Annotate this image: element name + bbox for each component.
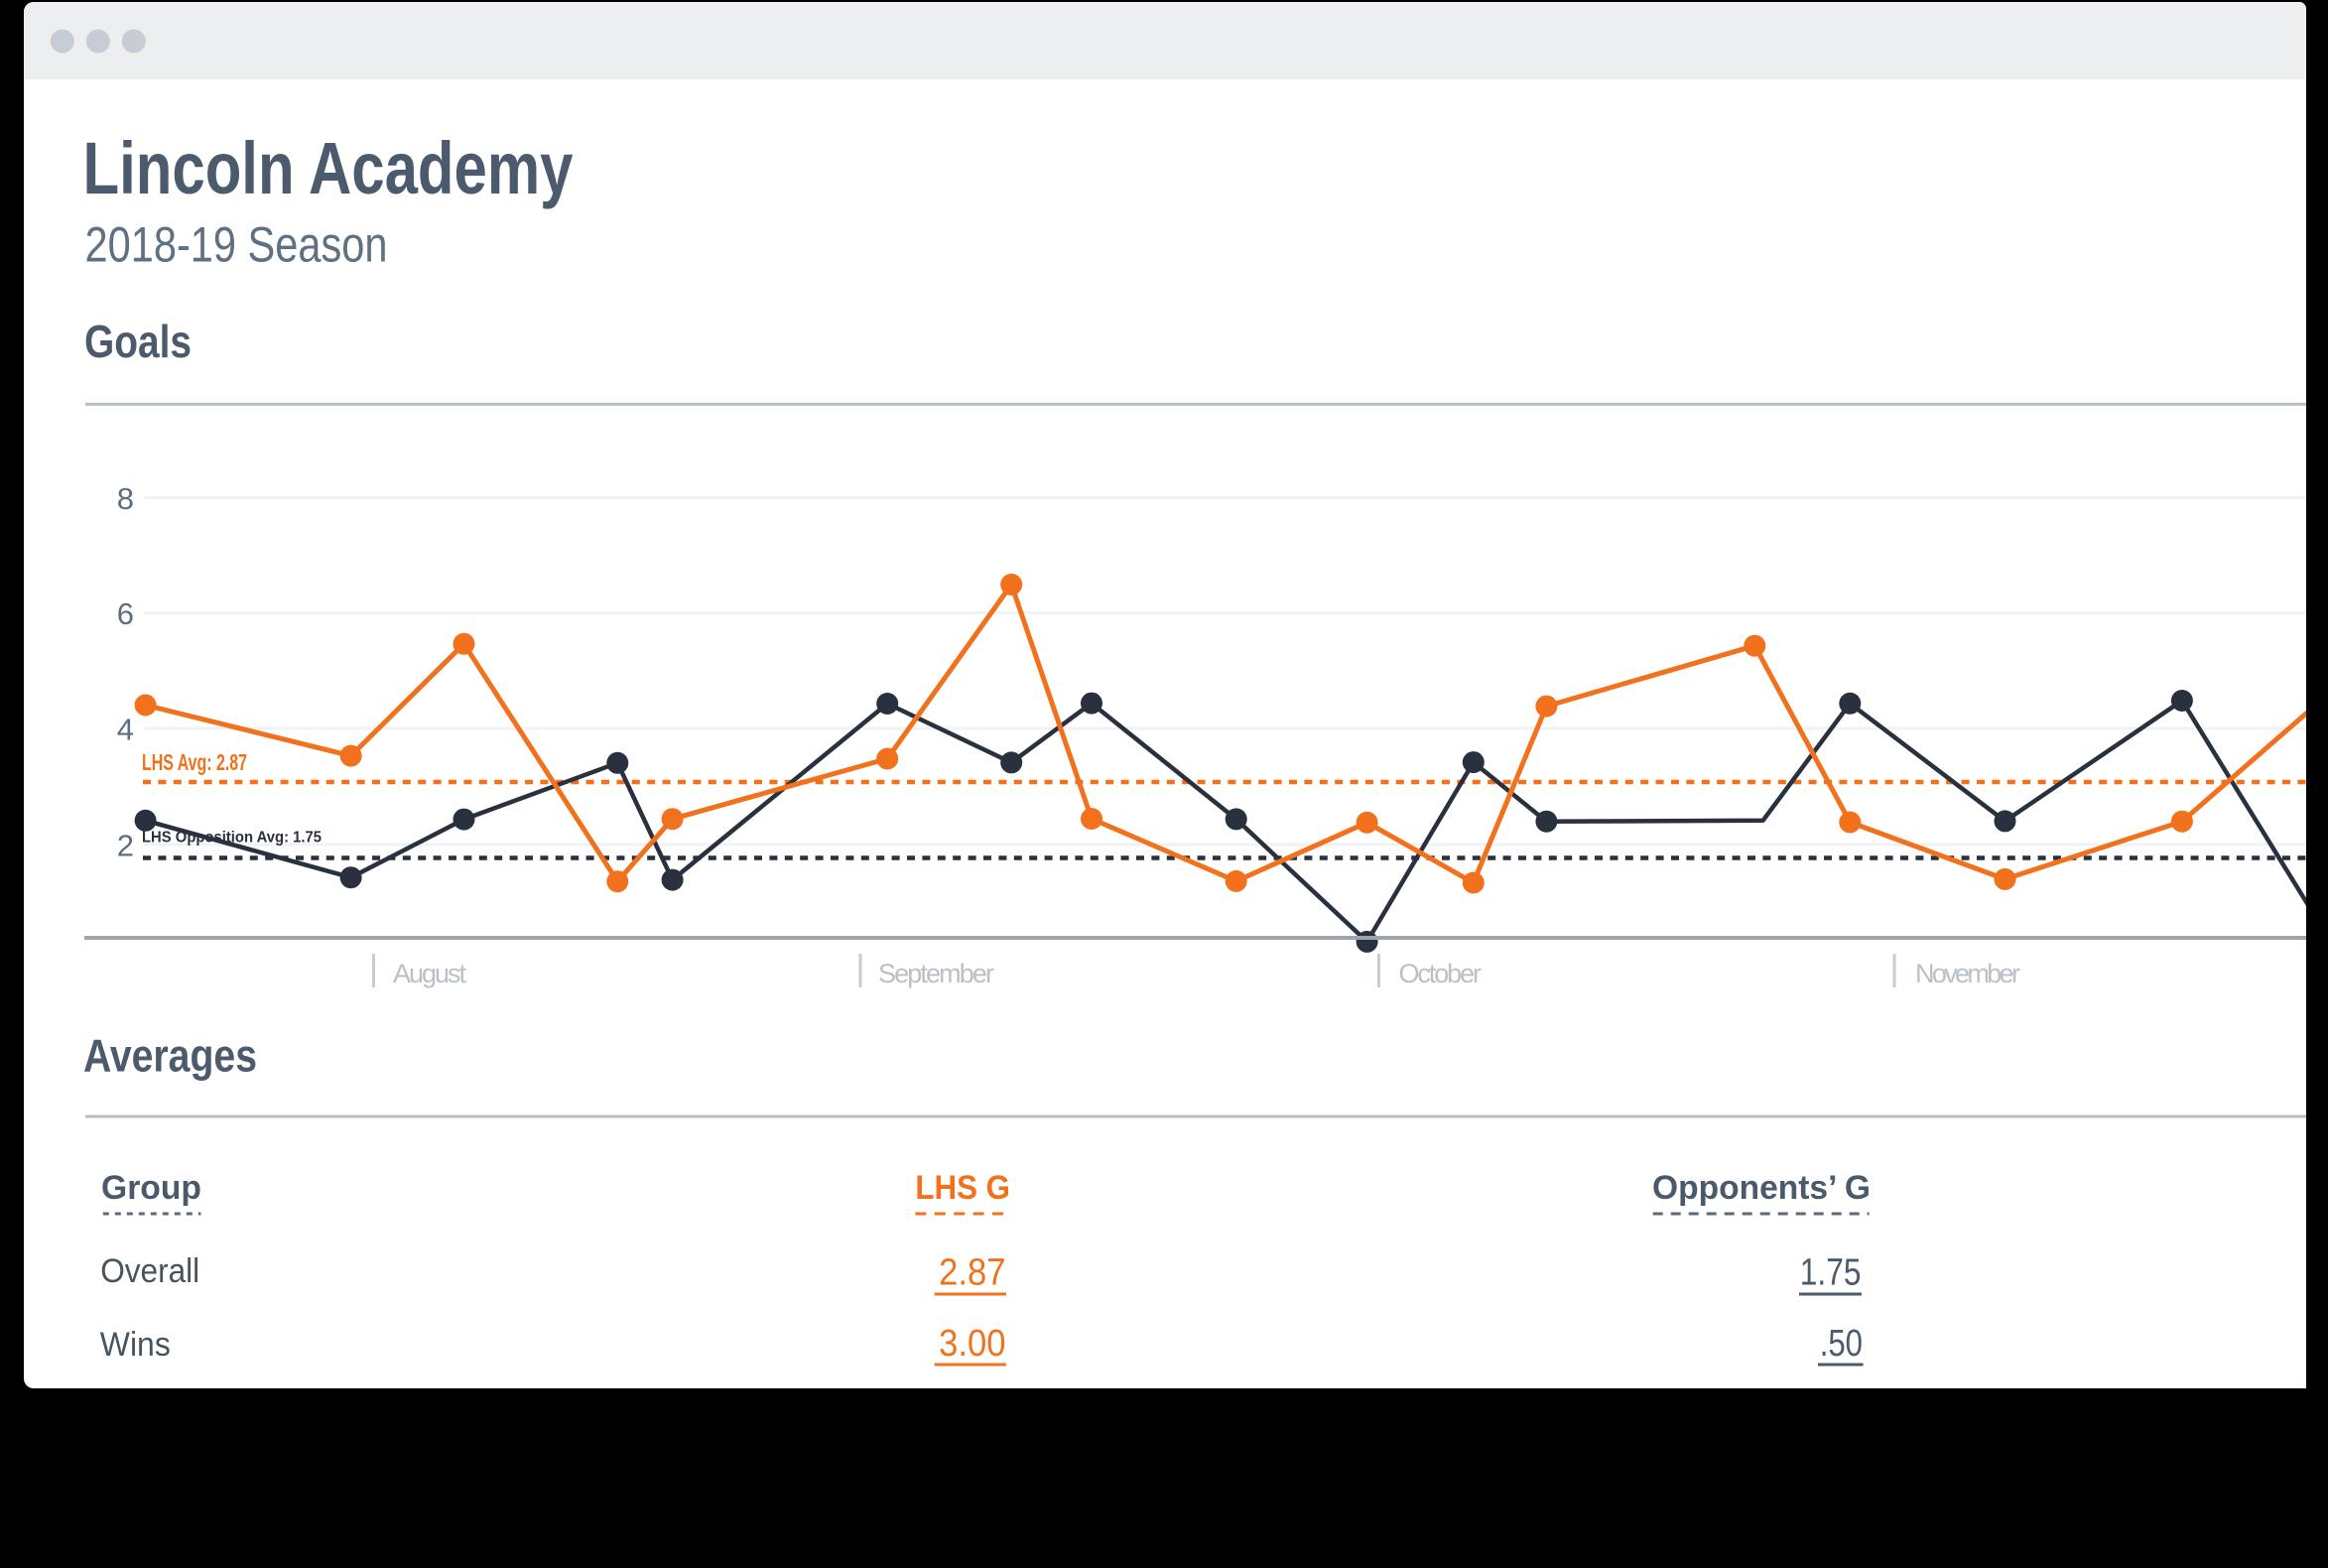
svg-text:Opponents’ G: Opponents’ G bbox=[1652, 1169, 1871, 1207]
svg-text:September: September bbox=[878, 959, 994, 988]
svg-text:LHS G: LHS G bbox=[915, 1169, 1010, 1207]
svg-text:October: October bbox=[1399, 959, 1483, 988]
svg-text:.50: .50 bbox=[1820, 1323, 1863, 1365]
svg-text:2018-19 Season: 2018-19 Season bbox=[85, 217, 388, 273]
svg-text:1.75: 1.75 bbox=[1800, 1252, 1862, 1294]
svg-text:Goals: Goals bbox=[84, 316, 192, 367]
svg-text:Group: Group bbox=[101, 1169, 201, 1207]
svg-text:2: 2 bbox=[117, 828, 134, 862]
svg-text:Overall: Overall bbox=[100, 1252, 199, 1290]
svg-text:LHS Avg: 2.87: LHS Avg: 2.87 bbox=[142, 749, 247, 775]
svg-text:Averages: Averages bbox=[83, 1030, 257, 1082]
svg-text:August: August bbox=[393, 959, 466, 988]
svg-text:Lincoln Academy: Lincoln Academy bbox=[83, 127, 574, 209]
svg-text:2.87: 2.87 bbox=[939, 1252, 1005, 1294]
svg-text:4: 4 bbox=[117, 712, 134, 746]
svg-text:Wins: Wins bbox=[100, 1326, 171, 1364]
svg-text:3.00: 3.00 bbox=[939, 1323, 1005, 1365]
svg-text:8: 8 bbox=[117, 481, 134, 516]
svg-text:6: 6 bbox=[117, 596, 134, 631]
svg-text:November: November bbox=[1915, 959, 2020, 988]
